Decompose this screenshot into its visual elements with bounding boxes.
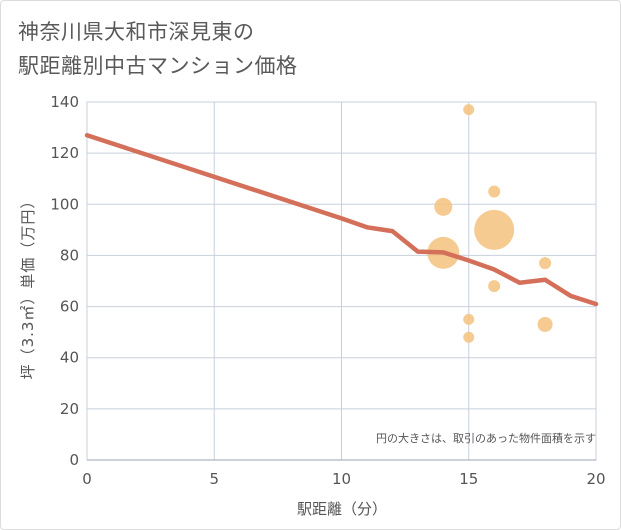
y-tick-label: 120 [50, 144, 79, 162]
x-tick-label: 20 [586, 470, 605, 488]
bubble-size-note: 円の大きさは、取引のあった物件面積を示す [376, 431, 596, 445]
title-line-2: 駅距離別中古マンション価格 [18, 54, 298, 78]
x-tick-label: 15 [459, 470, 478, 488]
bubble-point [537, 316, 553, 332]
line-layer [84, 132, 599, 307]
y-tick-label: 40 [60, 349, 79, 367]
trend-line [84, 132, 599, 307]
axis-layer: 0 20 40 60 80 100 120 140 0 5 10 15 20 [50, 93, 605, 488]
bubble-point [463, 104, 475, 116]
bubble-point [434, 197, 453, 216]
bubble-point [474, 209, 515, 250]
x-tick-label: 10 [332, 470, 351, 488]
title-line-1: 神奈川県大和市深見東の [18, 20, 255, 44]
bubble-point [463, 313, 475, 325]
y-tick-label: 0 [69, 451, 79, 469]
bubble-point [488, 280, 501, 293]
y-tick-label: 100 [50, 195, 79, 213]
y-tick-label: 60 [60, 298, 79, 316]
x-tick-label: 5 [209, 470, 219, 488]
y-axis-label: 坪（3.3㎡）単価（万円） [19, 193, 37, 380]
x-axis-label: 駅距離（分） [297, 500, 387, 518]
chart-title: 神奈川県大和市深見東の 駅距離別中古マンション価格 [18, 15, 298, 83]
y-tick-label: 80 [60, 246, 79, 264]
y-tick-label: 20 [60, 400, 79, 418]
bubble-point [463, 331, 475, 343]
bubble-point [488, 185, 501, 198]
x-tick-label: 0 [82, 470, 92, 488]
y-tick-label: 140 [50, 93, 79, 111]
bubble-point [539, 257, 552, 270]
